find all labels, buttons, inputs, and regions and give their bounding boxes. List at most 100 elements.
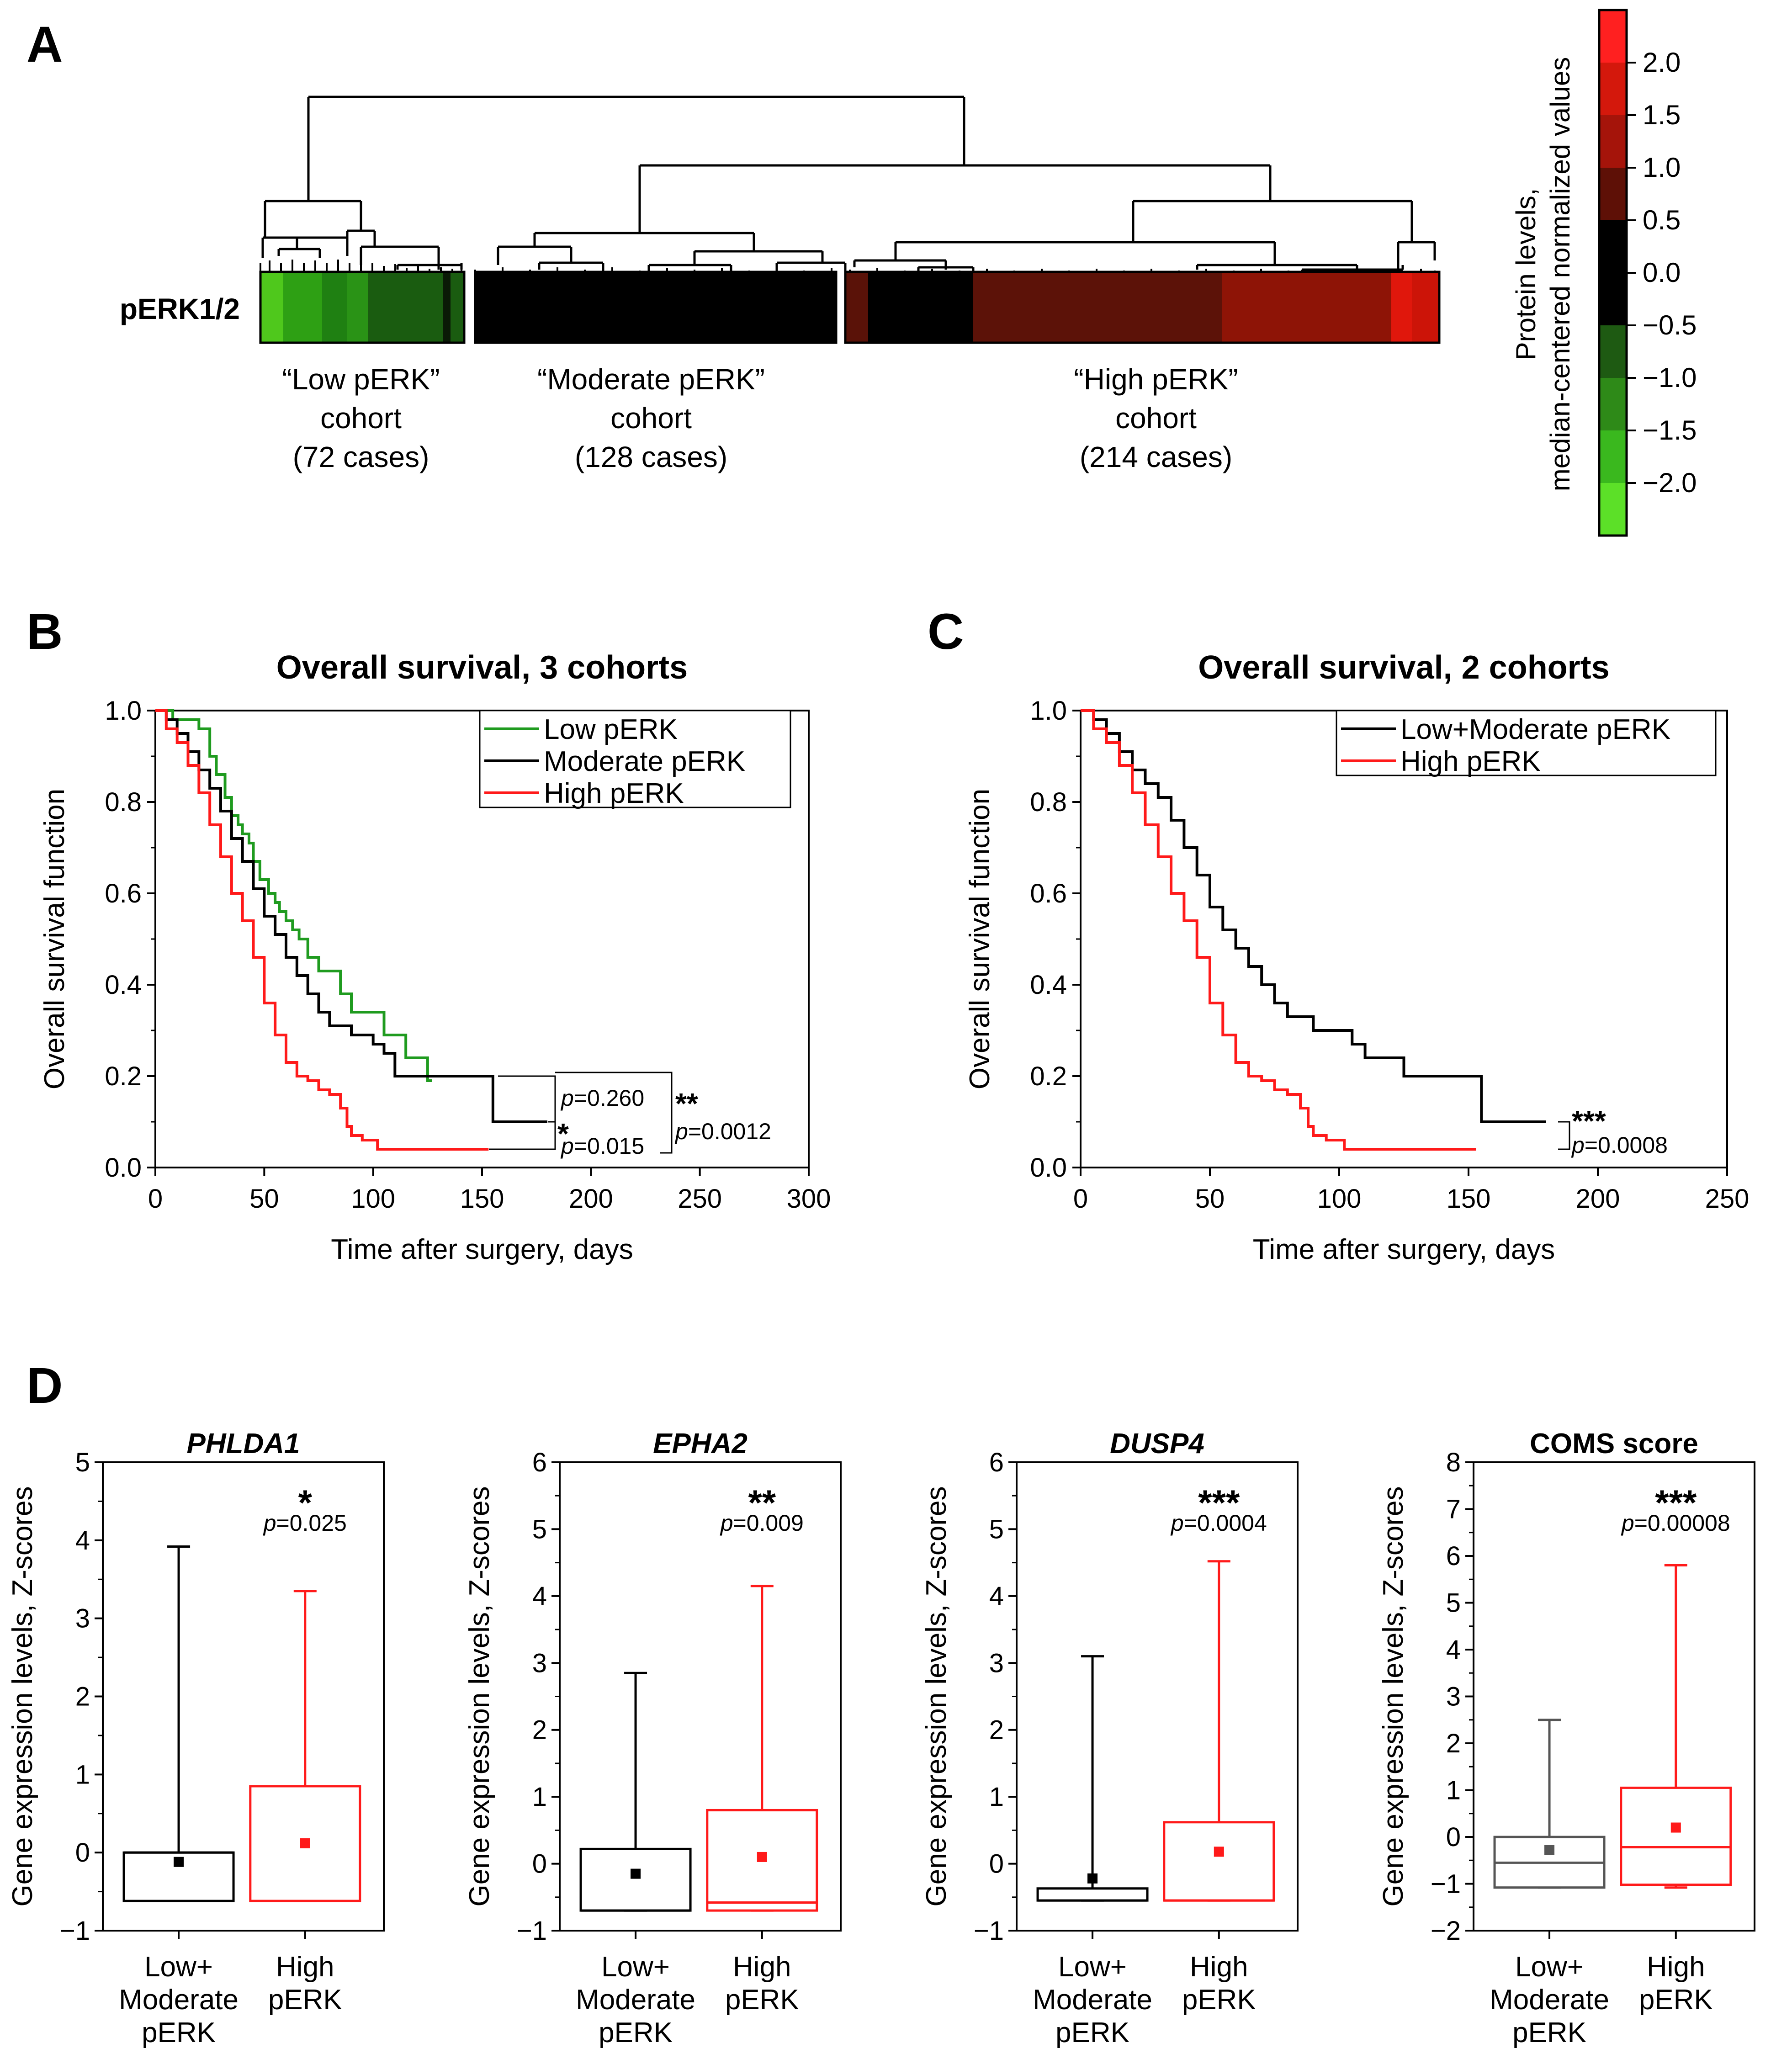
heatmap-row-label: pERK1/2	[120, 292, 240, 325]
y-tick-label: 0.6	[105, 879, 142, 908]
x-category-label: pERK	[142, 2017, 216, 2049]
cohort-label-line1: “Moderate pERK”	[537, 363, 765, 396]
cohort-label-line3: (72 cases)	[293, 441, 429, 473]
y-tick-label: 7	[1446, 1495, 1461, 1524]
panel-letter-c: C	[928, 604, 964, 660]
survival-curve-high-perk	[155, 709, 489, 1151]
y-tick-label: 3	[1446, 1682, 1461, 1712]
p-number: =0.0012	[688, 1119, 771, 1144]
box-body	[1163, 1821, 1275, 1902]
boxplot-panels: PHLDA1 −1 0 1 2 3 4 5 Gene expression levels, Z-…	[7, 1428, 1755, 2049]
x-category-label: Low+	[144, 1951, 213, 1983]
colorbar-band	[1599, 63, 1627, 115]
box-mean	[631, 1868, 641, 1879]
chart-title: Overall survival, 2 cohorts	[1198, 649, 1609, 686]
x-category-label: Moderate	[1490, 1984, 1609, 2016]
colorbar-tick-label: −1.0	[1643, 362, 1697, 393]
y-tick-label: 3	[75, 1604, 90, 1634]
box-body	[706, 1809, 818, 1912]
y-tick-label: 2	[1446, 1729, 1461, 1758]
x-category-label: High	[1647, 1951, 1705, 1983]
p-symbol: p	[720, 1510, 733, 1536]
box-mean	[1087, 1873, 1098, 1884]
y-tick-label: 1	[532, 1782, 547, 1812]
p-value-top: p=0.260	[560, 1085, 644, 1111]
y-tick-label: 0.4	[1030, 970, 1067, 1000]
y-tick-label: 1.0	[105, 696, 142, 726]
box-mean	[1544, 1845, 1555, 1855]
legend-box	[1336, 710, 1717, 776]
colorbar-tick-label: 1.0	[1643, 152, 1681, 183]
heatmap-frame-moderate	[474, 271, 838, 344]
legend-label: Low pERK	[544, 714, 678, 745]
boxplot-phlda1: PHLDA1 −1 0 1 2 3 4 5 Gene expression levels, Z-…	[7, 1428, 385, 2049]
boxplot-title: EPHA2	[653, 1428, 748, 1460]
y-axis-label: Gene expression levels, Z-scores	[7, 1486, 38, 1906]
heatmap-cell	[868, 272, 973, 343]
p-value: p=0.0008	[1571, 1132, 1668, 1158]
x-tick-label: 200	[569, 1184, 613, 1214]
colorbar: 2.0 1.5 1.0 0.5 0.0 −0.5 −1.0 −1.5 −2.0 Protein …	[1511, 9, 1697, 537]
colorbar-band	[1599, 10, 1627, 63]
x-category-label: pERK	[1055, 2017, 1129, 2049]
x-tick-label: 0	[1073, 1184, 1088, 1214]
significance-stars: ***	[1655, 1482, 1697, 1523]
colorbar-tick-label: 2.0	[1643, 47, 1681, 78]
panel-letter-b: B	[27, 604, 63, 660]
colorbar-title-line1: Protein levels,	[1511, 188, 1541, 361]
y-tick-label: 1.0	[1030, 696, 1067, 726]
y-tick-label: 0.8	[105, 787, 142, 817]
x-category-label: Moderate	[1033, 1984, 1152, 2016]
y-tick-label: 6	[532, 1448, 547, 1477]
colorbar-title-line2: median-centered normalized values	[1545, 57, 1575, 492]
colorbar-tick-label: −1.5	[1643, 415, 1697, 446]
box-body	[1620, 1786, 1732, 1886]
box-mean	[1214, 1847, 1224, 1857]
x-category-label: pERK	[599, 2017, 673, 2049]
stars-overall: **	[675, 1087, 698, 1120]
y-tick-label: 2	[532, 1715, 547, 1745]
box-mean	[1670, 1822, 1681, 1833]
heatmap-cell	[1412, 272, 1439, 343]
colorbar-band	[1599, 325, 1627, 378]
cohort-label-line2: cohort	[610, 402, 692, 435]
p-number: =0.015	[574, 1133, 644, 1159]
p-bracket-inner	[489, 1075, 556, 1150]
box-mean	[300, 1838, 310, 1848]
y-tick-label: 0	[989, 1849, 1004, 1879]
y-tick-label: 0.0	[105, 1153, 142, 1183]
x-tick-label: 150	[460, 1184, 504, 1214]
colorbar-tick-label: −2.0	[1643, 467, 1697, 498]
x-category-label: Moderate	[119, 1984, 239, 2016]
p-value: p=0.009	[720, 1510, 804, 1536]
y-tick-label: 0.2	[105, 1061, 142, 1091]
y-axis-label: Gene expression levels, Z-scores	[1378, 1486, 1409, 1906]
colorbar-tick-label: 1.5	[1643, 100, 1681, 130]
box-mean	[757, 1852, 767, 1862]
x-axis-label: Time after surgery, days	[331, 1234, 633, 1265]
x-category-label: Low+	[1058, 1951, 1127, 1983]
p-value-overall: p=0.0012	[674, 1119, 771, 1144]
x-tick-label: 100	[351, 1184, 395, 1214]
x-category-label: Low+	[601, 1951, 670, 1983]
x-tick-label: 50	[1195, 1184, 1225, 1214]
y-tick-label: 4	[989, 1582, 1004, 1611]
survival-chart-3-cohorts: Overall survival, 3 cohorts 0 50 100 150 200 2…	[39, 649, 831, 1265]
heatmap-cell	[283, 272, 322, 343]
x-category-label: pERK	[268, 1984, 342, 2016]
significance-stars: **	[748, 1482, 776, 1523]
y-tick-label: 6	[1446, 1541, 1461, 1571]
boxplot-title: PHLDA1	[186, 1428, 300, 1460]
cohort-label-line1: “High pERK”	[1074, 363, 1238, 396]
p-number: =0.009	[733, 1510, 804, 1536]
x-axis-label: Time after surgery, days	[1253, 1234, 1555, 1265]
legend-label: High pERK	[1400, 746, 1541, 777]
y-tick-label: 1	[1446, 1776, 1461, 1805]
y-tick-label: −1	[517, 1916, 547, 1946]
y-tick-label: 1	[989, 1782, 1004, 1812]
colorbar-band	[1599, 115, 1627, 168]
boxplot-title: COMS score	[1530, 1428, 1698, 1460]
y-tick-label: 5	[989, 1514, 1004, 1544]
x-tick-label: 150	[1447, 1184, 1491, 1214]
